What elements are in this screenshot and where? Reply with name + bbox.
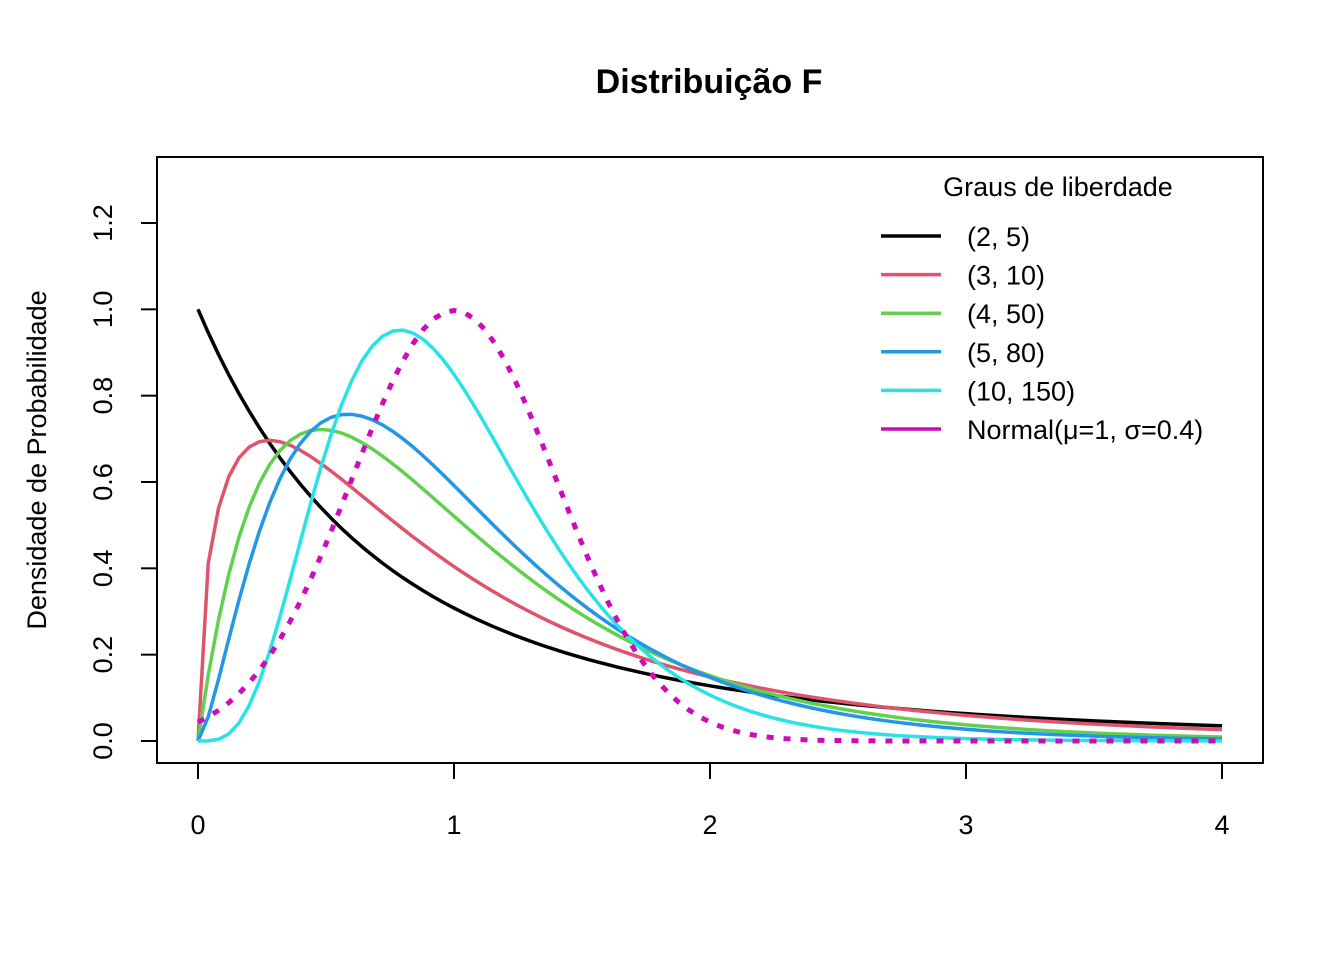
y-tick-label: 1.0 [88,291,118,329]
legend-label: (3, 10) [967,261,1045,291]
y-axis: 0.0 0.2 0.4 0.6 0.8 1.0 1.2 [88,204,158,760]
legend: Graus de liberdade (2, 5) (3, 10) (4, 50) (… [881,172,1203,445]
y-tick-label: 1.2 [88,204,118,242]
y-axis-label: Densidade de Probabilidade [22,290,52,629]
y-tick-label: 0.6 [88,463,118,501]
x-tick-label: 1 [446,810,461,840]
series-line-4 [197,328,1223,743]
chart-title: Distribuição F [596,63,823,101]
legend-label: Normal(μ=1, σ=0.4) [967,415,1203,445]
x-tick-label: 4 [1214,810,1229,840]
legend-label: (4, 50) [967,299,1045,329]
x-tick-label: 2 [702,810,717,840]
series-line-0 [196,308,1223,728]
series-line-3 [196,412,1223,742]
legend-title: Graus de liberdade [943,172,1173,202]
y-tick-label: 0.2 [88,636,118,674]
series-layer [196,307,1223,744]
y-tick-label: 0.4 [88,550,118,588]
legend-label: (2, 5) [967,222,1030,252]
x-tick-label: 3 [958,810,973,840]
y-tick-label: 0.8 [88,377,118,415]
legend-label: (5, 80) [967,338,1045,368]
legend-label: (10, 150) [967,376,1075,406]
x-tick-label: 0 [190,810,205,840]
y-tick-label: 0.0 [88,722,118,760]
x-axis: 0 1 2 3 4 [190,762,1230,840]
